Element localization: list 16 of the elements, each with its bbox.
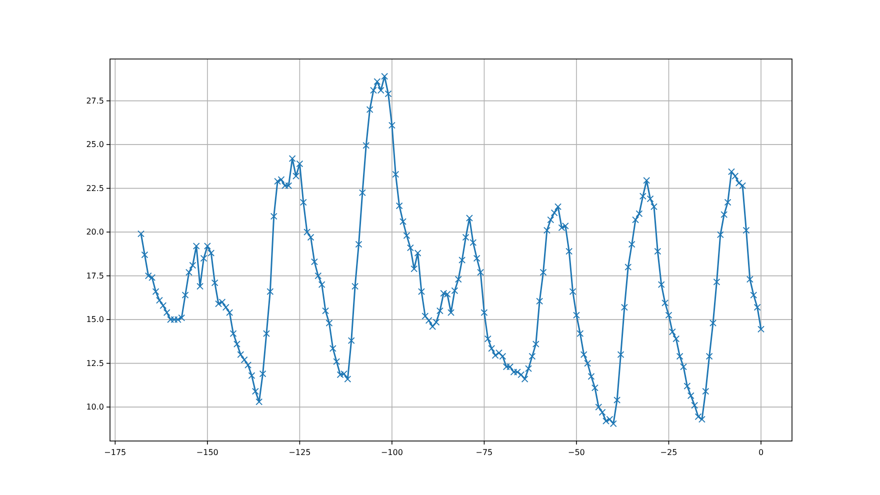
y-tick-label: 22.5	[86, 184, 104, 193]
y-tick-label: 20.0	[86, 228, 104, 237]
x-tick-label: −175	[104, 448, 126, 457]
x-tick-label: 0	[758, 448, 764, 457]
y-tick-label: 27.5	[86, 96, 104, 106]
x-tick-label: −150	[196, 448, 218, 457]
y-tick-label: 25.0	[86, 140, 104, 150]
y-tick-label: 15.0	[86, 315, 104, 324]
x-tick-label: −50	[568, 448, 585, 457]
x-tick-label: −100	[380, 448, 403, 457]
y-tick-label: 17.5	[86, 271, 104, 280]
x-tick-label: −125	[288, 448, 311, 457]
x-tick-label: −25	[660, 448, 678, 457]
y-tick-label: 12.5	[86, 358, 104, 368]
y-tick-label: 10.0	[86, 402, 104, 412]
x-tick-label: −75	[476, 448, 493, 457]
